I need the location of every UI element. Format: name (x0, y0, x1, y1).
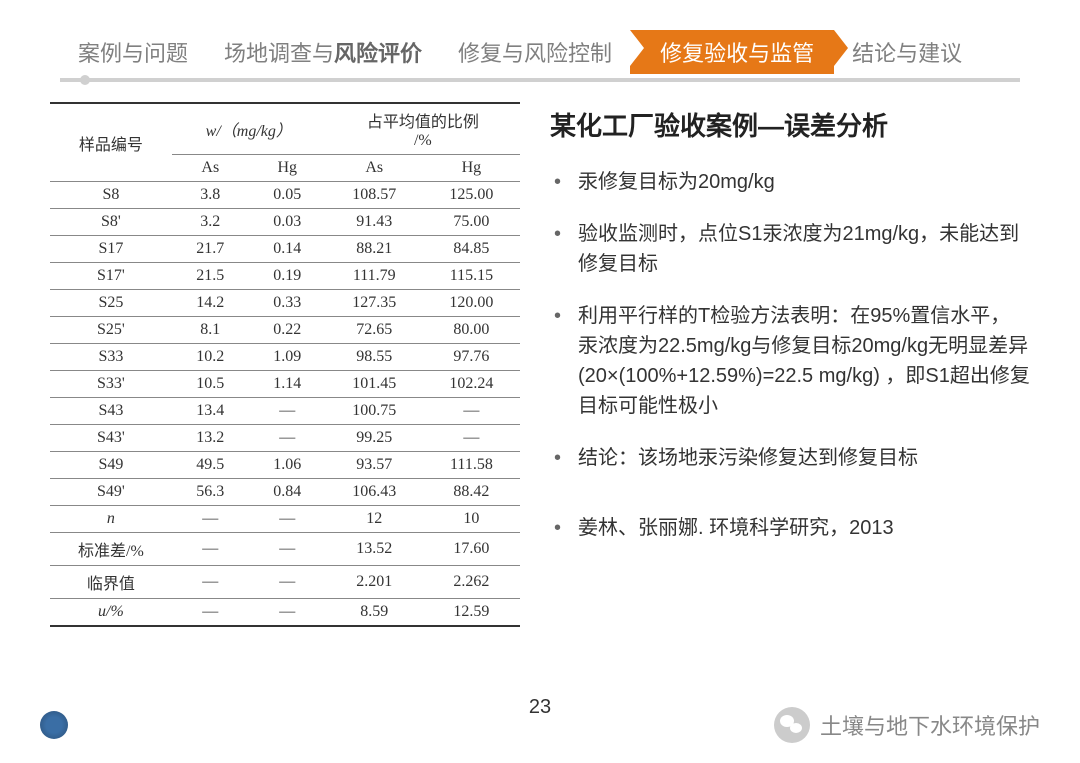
content-area: 样品编号 w/（mg/kg） 占平均值的比例/% As Hg As Hg S83… (0, 82, 1080, 627)
slide-title: 某化工厂验收案例—误差分析 (550, 106, 1030, 143)
nav-item-acceptance[interactable]: 修复验收与监管 (630, 30, 834, 74)
table-row: 临界值——2.2012.262 (50, 566, 520, 599)
footer-right: 土壤与地下水环境保护 (774, 707, 1040, 743)
bullet-item: 结论：该场地汞污染修复达到修复目标 (550, 443, 1030, 473)
table-row: u/%——8.5912.59 (50, 599, 520, 627)
table-row: 标准差/%——13.5217.60 (50, 533, 520, 566)
table-row: S2514.20.33127.35120.00 (50, 290, 520, 317)
th-hg1: Hg (249, 155, 326, 182)
table-row: S17'21.50.19111.79115.15 (50, 263, 520, 290)
nav-dot-icon (80, 75, 90, 85)
th-as2: As (326, 155, 423, 182)
bullet-item: 利用平行样的T检验方法表明：在95%置信水平，汞浓度为22.5mg/kg与修复目… (550, 301, 1030, 421)
table-row: S43'13.2—99.25— (50, 425, 520, 452)
table-row: S49'56.30.84106.4388.42 (50, 479, 520, 506)
table-row: S25'8.10.2272.6580.00 (50, 317, 520, 344)
table-row: S1721.70.1488.2184.85 (50, 236, 520, 263)
bullet-item: 汞修复目标为20mg/kg (550, 167, 1030, 197)
nav-tabs: 案例与问题 场地调查与风险评价 修复与风险控制 修复验收与监管 结论与建议 (0, 0, 1080, 74)
data-table-wrap: 样品编号 w/（mg/kg） 占平均值的比例/% As Hg As Hg S83… (50, 102, 520, 627)
table-row: S33'10.51.14101.45102.24 (50, 371, 520, 398)
th-hg2: Hg (423, 155, 520, 182)
data-table: 样品编号 w/（mg/kg） 占平均值的比例/% As Hg As Hg S83… (50, 102, 520, 627)
right-column: 某化工厂验收案例—误差分析 汞修复目标为20mg/kg 验收监测时，点位S1汞浓度… (550, 102, 1030, 627)
bullet-list: 汞修复目标为20mg/kg 验收监测时，点位S1汞浓度为21mg/kg，未能达到修… (550, 167, 1030, 543)
wechat-icon (774, 707, 810, 743)
logo-icon (40, 711, 68, 739)
nav-item-survey[interactable]: 场地调查与风险评价 (206, 30, 440, 74)
bullet-item: 姜林、张丽娜. 环境科学研究，2013 (550, 513, 1030, 543)
th-ratio-group: 占平均值的比例/% (326, 103, 520, 155)
nav-underline (60, 78, 1020, 82)
table-row: S83.80.05108.57125.00 (50, 182, 520, 209)
footer-text: 土壤与地下水环境保护 (820, 709, 1040, 741)
table-row: S4949.51.0693.57111.58 (50, 452, 520, 479)
table-row: n——1210 (50, 506, 520, 533)
th-as1: As (172, 155, 249, 182)
th-w-group: w/（mg/kg） (172, 103, 326, 155)
bullet-item: 验收监测时，点位S1汞浓度为21mg/kg，未能达到修复目标 (550, 219, 1030, 279)
th-sample-id: 样品编号 (50, 103, 172, 182)
table-row: S8'3.20.0391.4375.00 (50, 209, 520, 236)
page-number: 23 (529, 696, 551, 719)
nav-item-cases[interactable]: 案例与问题 (60, 30, 206, 74)
nav-item-remediation[interactable]: 修复与风险控制 (440, 30, 630, 74)
table-row: S4313.4—100.75— (50, 398, 520, 425)
table-row: S3310.21.0998.5597.76 (50, 344, 520, 371)
table-body: S83.80.05108.57125.00S8'3.20.0391.4375.0… (50, 182, 520, 627)
nav-item-conclusion[interactable]: 结论与建议 (834, 30, 980, 74)
